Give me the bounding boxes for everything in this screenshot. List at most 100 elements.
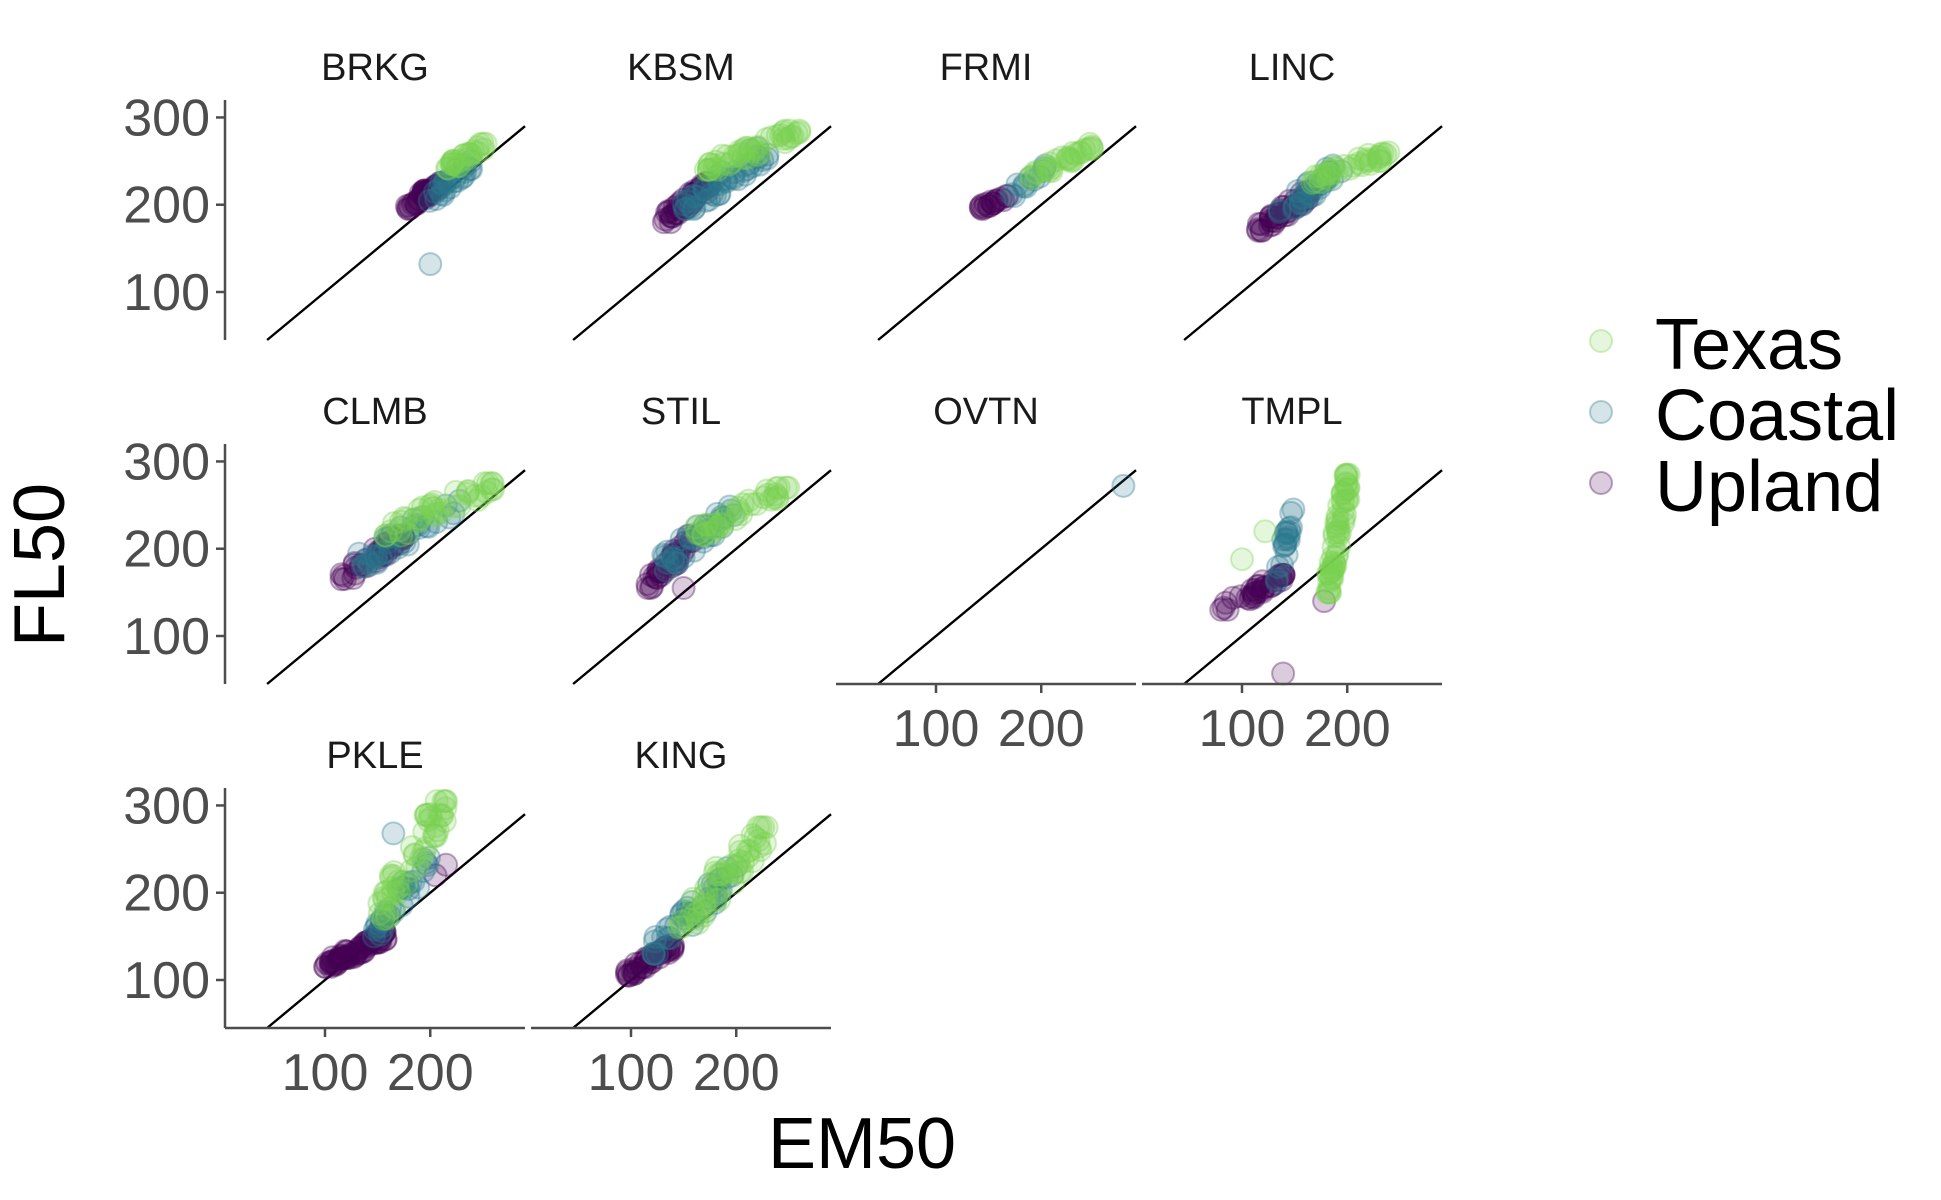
data-point-texas — [740, 823, 765, 848]
data-point-upland — [1269, 563, 1294, 588]
data-point-texas — [1311, 165, 1336, 190]
data-point-upland — [412, 184, 437, 208]
data-point-texas — [381, 863, 406, 888]
y-tick-label: 300 — [123, 89, 210, 147]
data-point-texas — [1050, 145, 1075, 170]
data-point-coastal — [1265, 570, 1289, 594]
data-point-upland — [658, 210, 683, 235]
reference-line-king — [572, 813, 832, 1029]
data-point-upland — [645, 941, 670, 966]
data-point-texas — [1336, 462, 1361, 487]
data-point-texas — [407, 497, 432, 522]
data-point-texas — [405, 854, 430, 879]
data-point-coastal — [661, 549, 686, 574]
data-point-upland — [988, 186, 1013, 211]
data-point-texas — [429, 500, 454, 525]
data-point-upland — [413, 180, 438, 204]
data-point-upland — [425, 177, 449, 201]
data-point-upland — [662, 201, 687, 226]
data-point-coastal — [658, 926, 683, 951]
data-point-texas — [1333, 462, 1358, 487]
data-point-upland — [1265, 201, 1290, 226]
data-point-texas — [1320, 558, 1345, 583]
data-point-coastal — [690, 522, 715, 546]
data-point-upland — [349, 935, 373, 960]
data-point-upland — [372, 532, 397, 557]
data-point-upland — [1271, 562, 1296, 587]
data-point-upland — [653, 939, 678, 964]
data-point-coastal — [1277, 520, 1302, 545]
data-point-texas — [705, 515, 730, 540]
data-point-upland — [373, 543, 398, 567]
data-point-upland — [615, 962, 639, 987]
data-point-upland — [372, 537, 397, 562]
data-point-upland — [362, 536, 387, 561]
data-point-upland — [622, 956, 647, 981]
data-point-texas — [686, 911, 710, 935]
data-point-coastal — [373, 526, 398, 551]
data-point-coastal — [661, 546, 686, 571]
panel-title-tmpl: TMPL — [1241, 391, 1342, 433]
data-point-texas — [1347, 151, 1372, 176]
data-point-texas — [375, 887, 400, 911]
panel-tmpl: TMPL 100 200 — [1142, 391, 1443, 758]
data-point-texas — [431, 789, 456, 814]
x-tick-label: 200 — [998, 700, 1085, 758]
data-point-texas — [1316, 167, 1341, 191]
data-point-coastal — [1279, 515, 1303, 540]
data-point-coastal — [368, 922, 393, 947]
data-point-coastal — [407, 515, 431, 540]
data-point-upland — [991, 188, 1016, 213]
data-point-upland — [364, 549, 389, 573]
data-point-texas — [456, 479, 480, 504]
data-point-coastal — [675, 895, 700, 920]
data-point-texas — [694, 876, 719, 901]
data-point-upland — [323, 952, 348, 977]
data-point-texas — [416, 808, 441, 833]
data-point-coastal — [410, 505, 435, 529]
data-point-upland — [408, 181, 433, 206]
data-point-coastal — [707, 169, 732, 194]
data-point-texas — [1330, 481, 1355, 506]
data-point-upland — [329, 947, 353, 971]
data-point-upland — [1221, 585, 1245, 610]
data-point-coastal — [641, 941, 666, 966]
data-point-texas — [718, 859, 743, 883]
data-point-coastal — [414, 850, 438, 875]
data-point-coastal — [390, 875, 415, 900]
data-point-coastal — [669, 527, 694, 552]
data-point-texas — [387, 518, 412, 543]
data-point-texas — [670, 914, 695, 939]
data-point-upland — [348, 552, 373, 577]
data-point-coastal — [707, 172, 732, 196]
data-point-upland — [372, 920, 397, 944]
data-point-upland — [329, 562, 354, 587]
data-point-upland — [665, 193, 690, 218]
data-point-upland — [411, 179, 436, 204]
data-point-texas — [409, 846, 434, 871]
y-tick-label: 100 — [123, 264, 210, 322]
data-point-upland — [635, 572, 660, 597]
data-point-texas — [436, 156, 461, 181]
data-point-texas — [456, 478, 481, 503]
data-point-texas — [1338, 156, 1363, 181]
data-point-coastal — [449, 166, 474, 190]
data-point-coastal — [459, 157, 484, 182]
data-point-coastal — [1311, 166, 1336, 191]
data-point-texas — [418, 805, 443, 830]
panel-brkg: BRKG 100 200 300 — [123, 47, 526, 341]
data-point-coastal — [732, 158, 756, 183]
data-point-upland — [398, 196, 423, 221]
data-point-upland — [680, 181, 705, 206]
data-point-texas — [381, 511, 406, 536]
data-point-coastal — [651, 542, 676, 567]
data-point-upland — [1259, 574, 1283, 599]
data-point-upland — [375, 536, 400, 561]
panel-pkle: PKLE 100 200 300 100 200 — [123, 735, 526, 1102]
data-point-texas — [452, 142, 477, 167]
data-point-texas — [367, 891, 392, 916]
data-point-texas — [440, 151, 465, 176]
data-point-coastal — [693, 899, 718, 924]
data-point-upland — [651, 936, 676, 961]
data-point-upland — [981, 191, 1006, 216]
